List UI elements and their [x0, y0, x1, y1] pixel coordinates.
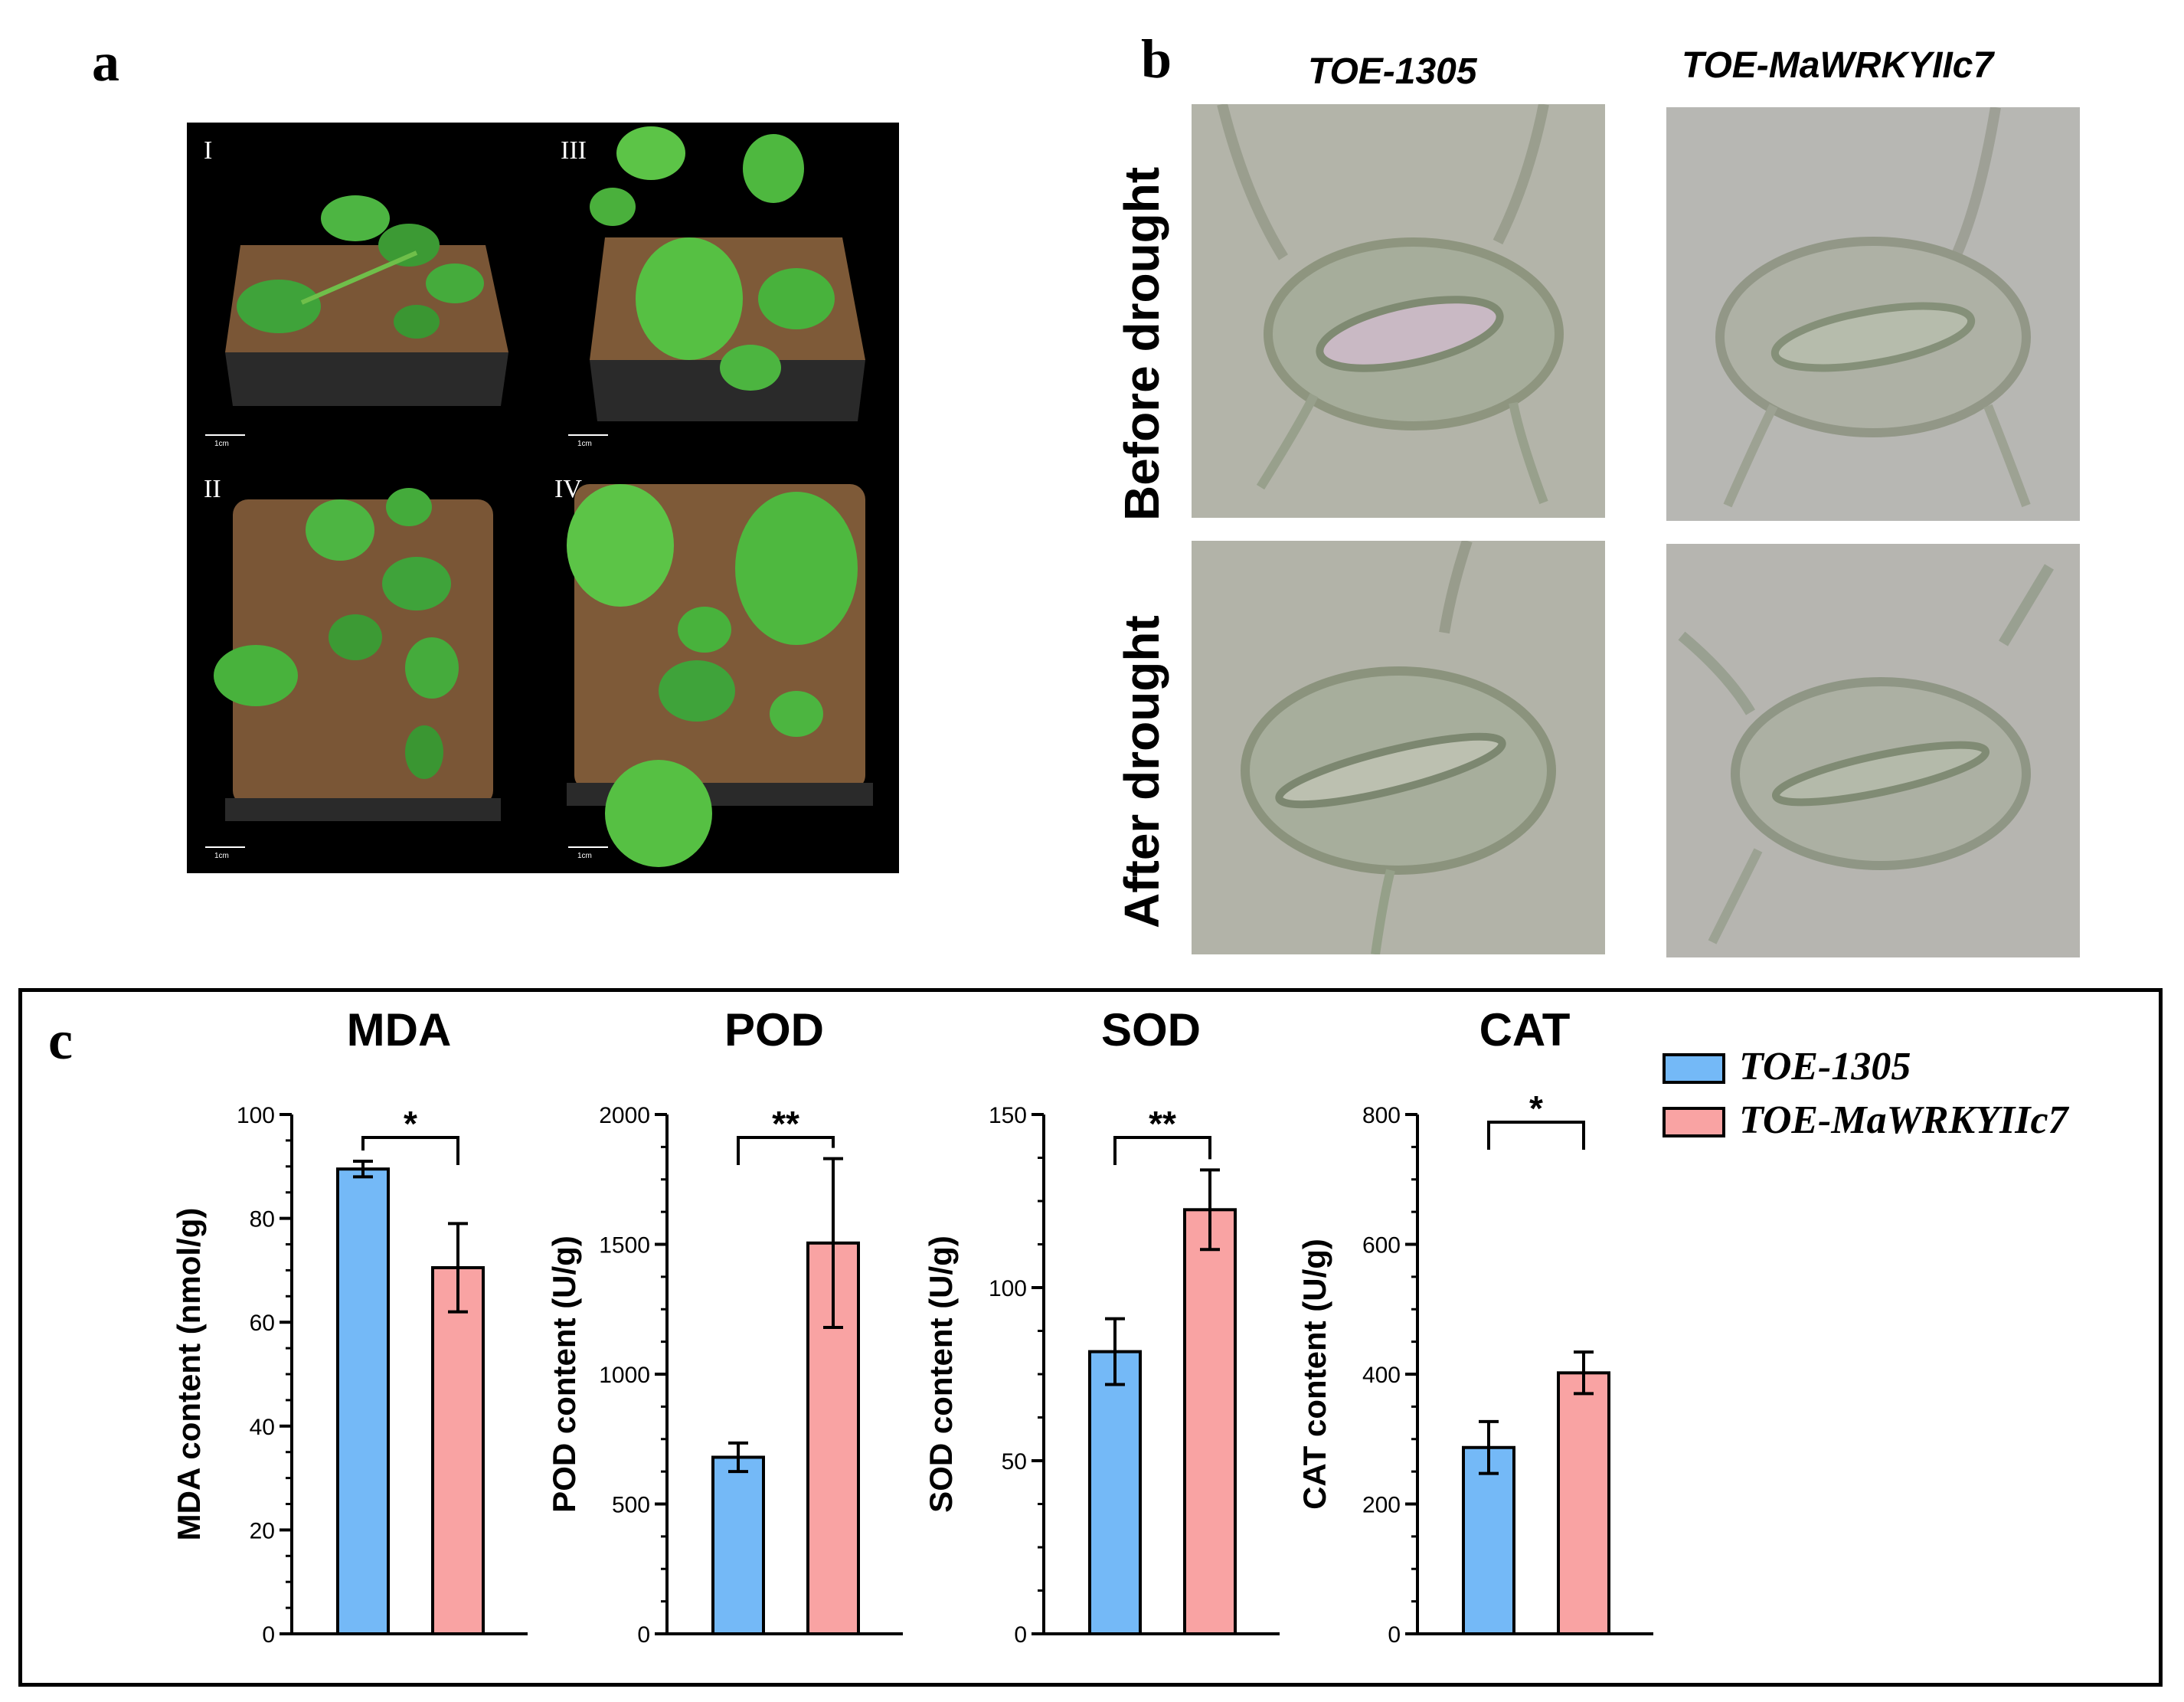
scale-bar-label: 1cm	[214, 852, 229, 860]
chart-cat-bar-transgenic	[1557, 1371, 1610, 1635]
chart-sod-bar-control	[1088, 1350, 1142, 1635]
chart-cat-tick-label: 200	[1362, 1493, 1401, 1518]
chart-mda-tick-label: 0	[262, 1622, 275, 1648]
chart-pod-title: POD	[724, 1004, 824, 1056]
plant-photo-2: II 1cm	[187, 461, 541, 873]
chart-sod-significance-bracket	[1113, 1136, 1211, 1165]
tile-label: IV	[554, 475, 582, 503]
chart-cat-title: CAT	[1479, 1004, 1571, 1056]
scale-bar	[568, 846, 608, 848]
chart-sod-tick-label: 50	[1002, 1449, 1027, 1475]
chart-mda-significance-label: *	[404, 1104, 417, 1144]
panel-a-photo-grid: I 1cm III 1cm II	[187, 123, 899, 873]
column-label-transgenic: TOE-MaWRKYIIc7	[1682, 45, 1994, 86]
scale-bar	[205, 846, 245, 848]
chart-mda-title: MDA	[347, 1004, 452, 1056]
chart-cat-bar-control	[1462, 1445, 1515, 1636]
chart-mda-significance-bracket	[361, 1136, 459, 1165]
chart-mda-tick-label: 20	[250, 1518, 275, 1543]
chart-mda-bar-transgenic	[431, 1266, 485, 1635]
chart-mda-ylabel: MDA content (nmol/g)	[171, 1208, 207, 1541]
stomata-illustration	[1678, 564, 2055, 944]
stomata-micrograph-control-after	[1192, 541, 1605, 954]
chart-sod-tick-label: 100	[989, 1276, 1027, 1301]
chart-cat-tick-label: 800	[1362, 1103, 1401, 1128]
legend-swatch-transgenic	[1663, 1107, 1725, 1137]
chart-sod-ylabel: SOD content (U/g)	[923, 1236, 959, 1513]
stomata-micrograph-transgenic-after	[1666, 544, 2080, 957]
legend-swatch-control	[1663, 1053, 1725, 1084]
chart-pod-bar-control	[711, 1455, 765, 1635]
stomata-illustration	[1217, 104, 1564, 505]
scale-bar-label: 1cm	[577, 852, 592, 860]
chart-sod-tick-label: 0	[1014, 1622, 1027, 1648]
plant-illustration	[590, 126, 865, 421]
chart-pod-tick-label: 2000	[599, 1103, 650, 1128]
chart-sod-title: SOD	[1101, 1004, 1201, 1056]
plant-photo-3: III 1cm	[544, 123, 899, 458]
chart-mda-tick-label: 80	[250, 1207, 275, 1232]
row-label-after: After drought	[1114, 615, 1169, 928]
tile-label: III	[561, 136, 587, 165]
stomata-micrograph-control-before	[1192, 104, 1605, 518]
chart-pod-tick-label: 0	[637, 1622, 650, 1648]
panel-a-letter: a	[92, 31, 119, 93]
legend-item-transgenic: TOE-MaWRKYIIc7	[1663, 1098, 2153, 1151]
plant-photo-1: I 1cm	[187, 123, 541, 458]
plant-photo-4: IV 1cm	[544, 461, 899, 873]
chart-pod-ylabel: POD content (U/g)	[546, 1236, 582, 1513]
chart-mda-tick-label: 60	[250, 1311, 275, 1336]
stomata-illustration	[1241, 541, 1556, 954]
chart-cat-significance-label: *	[1529, 1088, 1543, 1128]
row-label-before: Before drought	[1114, 166, 1169, 521]
legend-label-transgenic: TOE-MaWRKYIIc7	[1739, 1098, 2068, 1142]
stomata-illustration	[1715, 107, 2031, 508]
plant-illustration	[567, 484, 873, 867]
legend-label-control: TOE-1305	[1739, 1045, 1911, 1088]
chart-sod-tick-label: 150	[989, 1103, 1027, 1128]
scale-bar	[568, 434, 608, 436]
chart-sod-bar-transgenic	[1183, 1208, 1237, 1635]
tile-label: II	[204, 475, 221, 503]
chart-pod-significance-label: **	[772, 1104, 799, 1144]
chart-mda-tick-label: 40	[250, 1415, 275, 1440]
panel-c-box: c MDA MDA content (nmol/g) 0 20 40 60 80 100 * PO…	[18, 988, 2163, 1687]
chart-cat-tick-label: 400	[1362, 1363, 1401, 1388]
chart-pod-significance-bracket	[737, 1136, 835, 1165]
scale-bar	[205, 434, 245, 436]
chart-cat-ylabel: CAT content (U/g)	[1296, 1239, 1332, 1510]
chart-pod-tick-label: 1000	[599, 1363, 650, 1388]
tile-label: I	[204, 136, 213, 165]
scale-bar-label: 1cm	[577, 440, 592, 448]
scale-bar-label: 1cm	[214, 440, 229, 448]
chart-sod-significance-label: **	[1149, 1104, 1176, 1144]
chart-mda-tick-label: 100	[237, 1103, 275, 1128]
chart-pod-tick-label: 500	[612, 1493, 650, 1518]
column-label-control: TOE-1305	[1308, 51, 1477, 92]
chart-cat-tick-label: 600	[1362, 1233, 1401, 1258]
plant-illustration	[214, 488, 501, 821]
chart-mda-bar-control	[336, 1167, 390, 1635]
bar-charts: MDA MDA content (nmol/g) 0 20 40 60 80 100 * POD P…	[171, 1004, 1653, 1648]
legend: TOE-1305 TOE-MaWRKYIIc7	[1663, 1044, 2153, 1167]
chart-cat-tick-label: 0	[1388, 1622, 1401, 1648]
panel-b-letter: b	[1141, 28, 1172, 90]
plant-illustration	[225, 195, 508, 406]
legend-item-control: TOE-1305	[1663, 1044, 2153, 1098]
chart-cat-significance-bracket	[1487, 1121, 1585, 1150]
panel-c-letter: c	[48, 1010, 73, 1071]
stomata-micrograph-transgenic-before	[1666, 107, 2080, 521]
chart-pod-tick-label: 1500	[599, 1233, 650, 1258]
